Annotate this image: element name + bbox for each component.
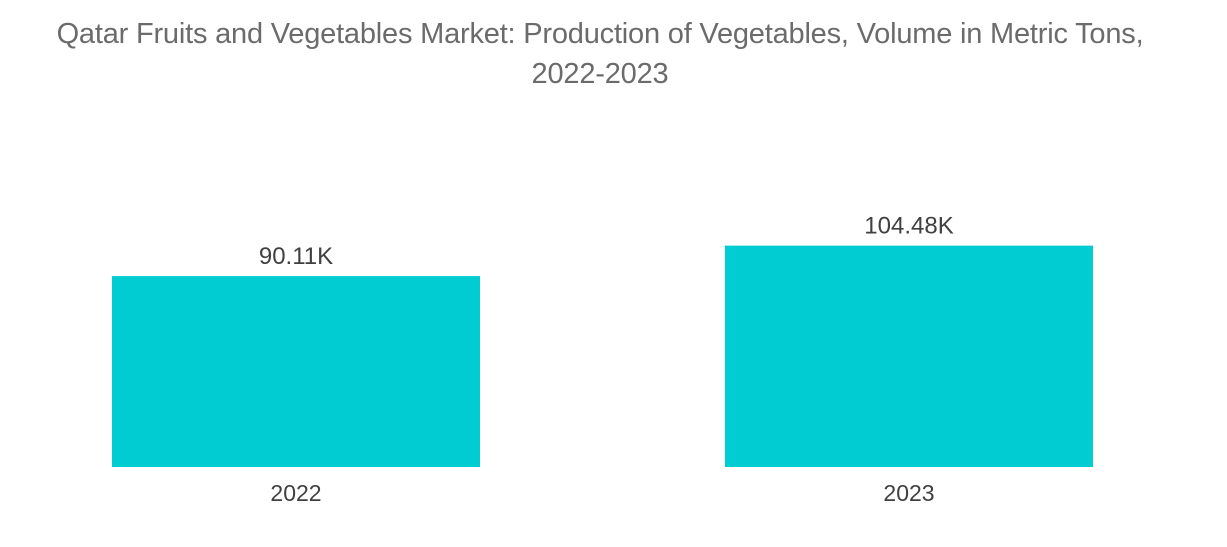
bar-2022 (112, 276, 480, 467)
chart-title: Qatar Fruits and Vegetables Market: Prod… (0, 14, 1200, 94)
x-tick-label-2022: 2022 (270, 480, 321, 506)
chart-title-line-1: Qatar Fruits and Vegetables Market: Prod… (56, 18, 1144, 50)
bar-2023 (725, 245, 1093, 467)
chart-title-line-2: 2022-2023 (531, 58, 669, 90)
data-label-2022: 90.11K (259, 243, 333, 270)
x-tick-label-2023: 2023 (883, 480, 934, 506)
data-label-2023: 104.48K (864, 213, 953, 240)
